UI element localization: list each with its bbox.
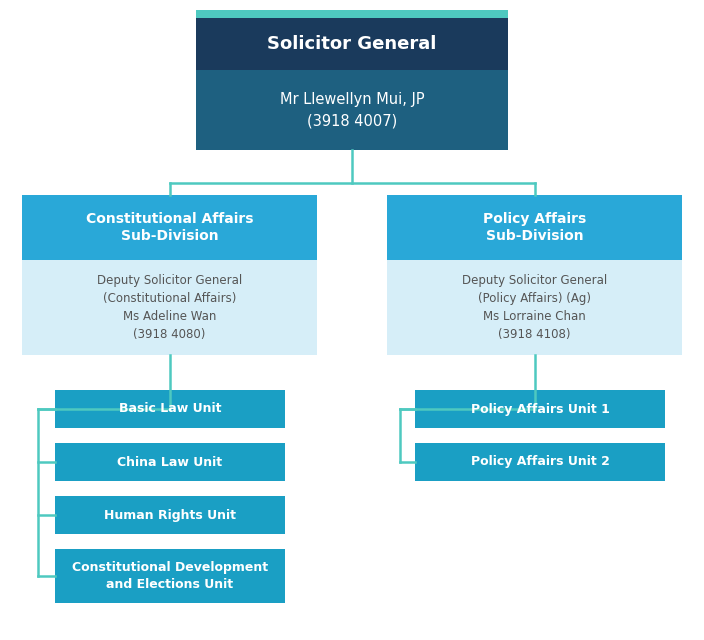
Text: Constitutional Affairs
Sub-Division: Constitutional Affairs Sub-Division <box>86 212 253 243</box>
FancyBboxPatch shape <box>196 18 508 70</box>
FancyBboxPatch shape <box>415 390 665 428</box>
Text: Basic Law Unit: Basic Law Unit <box>119 403 221 415</box>
FancyBboxPatch shape <box>55 443 285 481</box>
FancyBboxPatch shape <box>415 443 665 481</box>
Text: Solicitor General: Solicitor General <box>268 35 436 53</box>
FancyBboxPatch shape <box>196 10 508 18</box>
Text: China Law Unit: China Law Unit <box>118 456 222 468</box>
Text: Policy Affairs
Sub-Division: Policy Affairs Sub-Division <box>483 212 586 243</box>
Text: Policy Affairs Unit 2: Policy Affairs Unit 2 <box>470 456 610 468</box>
Text: Mr Llewellyn Mui, JP
(3918 4007): Mr Llewellyn Mui, JP (3918 4007) <box>279 92 425 128</box>
FancyBboxPatch shape <box>22 260 317 355</box>
FancyBboxPatch shape <box>55 390 285 428</box>
Text: Constitutional Development
and Elections Unit: Constitutional Development and Elections… <box>72 561 268 591</box>
Text: Human Rights Unit: Human Rights Unit <box>104 509 236 522</box>
FancyBboxPatch shape <box>387 260 682 355</box>
FancyBboxPatch shape <box>55 496 285 534</box>
FancyBboxPatch shape <box>22 195 317 260</box>
Text: Deputy Solicitor General
(Constitutional Affairs)
Ms Adeline Wan
(3918 4080): Deputy Solicitor General (Constitutional… <box>97 274 242 341</box>
FancyBboxPatch shape <box>387 195 682 260</box>
FancyBboxPatch shape <box>55 549 285 603</box>
FancyBboxPatch shape <box>196 70 508 150</box>
Text: Policy Affairs Unit 1: Policy Affairs Unit 1 <box>470 403 610 415</box>
Text: Deputy Solicitor General
(Policy Affairs) (Ag)
Ms Lorraine Chan
(3918 4108): Deputy Solicitor General (Policy Affairs… <box>462 274 607 341</box>
